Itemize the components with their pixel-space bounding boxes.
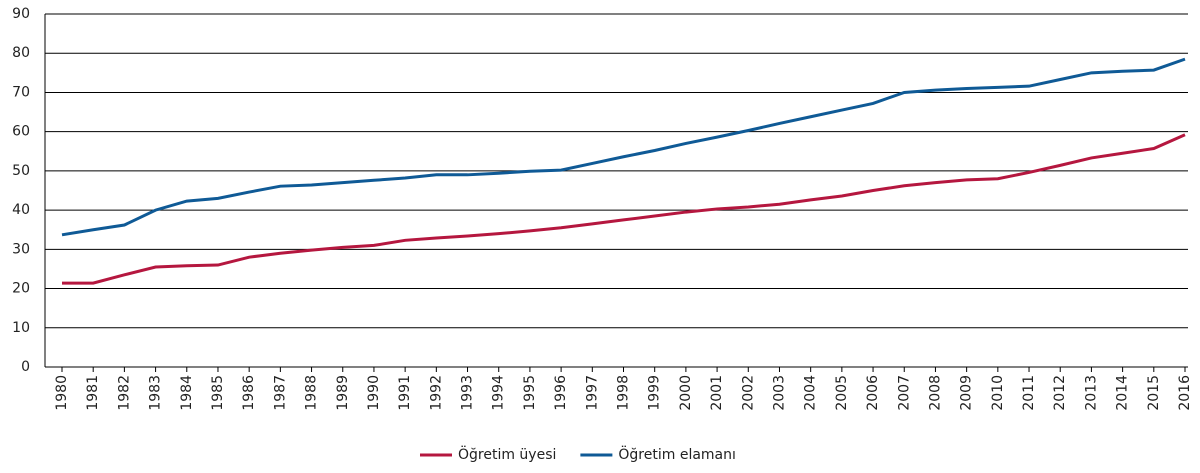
legend-label: Öğretim üyesi	[458, 445, 556, 463]
x-tick-label: 1987	[272, 375, 288, 411]
x-tick-label: 2007	[896, 375, 912, 411]
x-tick-label: 1993	[460, 375, 476, 411]
line-series	[62, 133, 1186, 285]
x-tick-label: 1998	[616, 375, 632, 411]
x-tick-label: 1982	[116, 375, 132, 411]
x-tick-label: 2012	[1052, 375, 1068, 411]
x-tick-label: 2001	[709, 375, 725, 411]
x-tick-label: 1986	[241, 375, 257, 411]
x-tick-label: 1992	[428, 375, 444, 411]
x-tick-label: 1991	[397, 375, 413, 411]
x-tick-label: 2008	[927, 375, 943, 411]
y-tick-label: 90	[12, 6, 30, 22]
y-tick-label: 50	[12, 163, 30, 179]
x-tick-label: 2004	[803, 375, 819, 411]
x-tick-label: 2013	[1083, 375, 1099, 411]
x-tick-label: 2009	[959, 375, 975, 411]
x-tick-label: 1996	[553, 375, 569, 411]
y-tick-label: 60	[12, 124, 30, 140]
x-tick-label: 1997	[584, 375, 600, 411]
x-tick-label: 2000	[678, 375, 694, 411]
x-tick-label: 1984	[179, 375, 195, 411]
x-tick-label: 1988	[304, 375, 320, 411]
x-tick-label: 1989	[335, 375, 351, 411]
y-tick-label: 10	[12, 320, 30, 336]
x-tick-label: 1999	[647, 375, 663, 411]
x-tick-label: 2002	[740, 375, 756, 411]
x-tick-label: 1980	[54, 375, 70, 411]
y-tick-label: 80	[12, 45, 30, 61]
y-tick-label: 0	[21, 359, 30, 375]
line-series	[61, 57, 1186, 237]
y-tick-label: 70	[12, 84, 30, 100]
x-tick-label: 2006	[865, 375, 881, 411]
x-tick-label: 1981	[85, 375, 101, 411]
y-tick-label: 20	[12, 281, 30, 297]
x-tick-label: 1983	[148, 375, 164, 411]
x-tick-label: 2015	[1146, 375, 1162, 411]
x-tick-label: 1985	[210, 375, 226, 411]
x-tick-label: 1994	[491, 375, 507, 411]
y-tick-label: 40	[12, 202, 30, 218]
x-tick-label: 2010	[990, 375, 1006, 411]
y-tick-label: 30	[12, 241, 30, 257]
x-tick-label: 2003	[771, 375, 787, 411]
x-tick-label: 2014	[1115, 375, 1131, 411]
x-tick-label: 2011	[1021, 375, 1037, 411]
x-tick-label: 1995	[522, 375, 538, 411]
x-tick-label: 2016	[1177, 375, 1193, 411]
x-tick-label: 2005	[834, 375, 850, 411]
x-tick-label: 1990	[366, 375, 382, 411]
legend-label: Öğretim elamanı	[618, 445, 736, 463]
